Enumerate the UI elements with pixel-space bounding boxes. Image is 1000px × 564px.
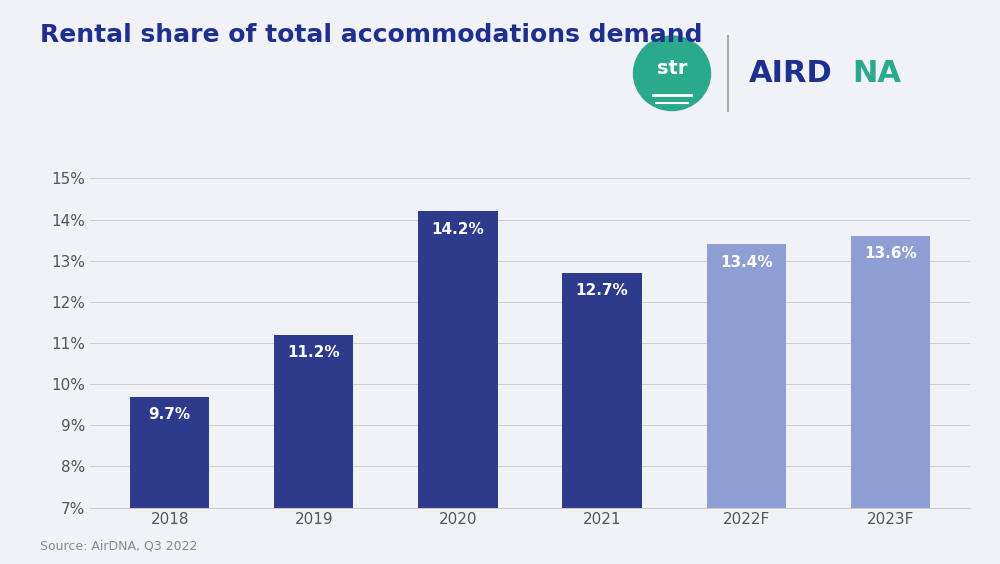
Bar [562, 273, 642, 508]
Text: Source: AirDNA, Q3 2022: Source: AirDNA, Q3 2022 [40, 540, 197, 553]
Text: 9.7%: 9.7% [149, 407, 191, 422]
Text: 13.6%: 13.6% [864, 246, 917, 261]
Text: Rental share of total accommodations demand: Rental share of total accommodations dem… [40, 23, 702, 47]
Text: 12.7%: 12.7% [576, 283, 628, 298]
Circle shape [634, 36, 710, 111]
Bar [851, 236, 930, 508]
Bar [130, 396, 209, 508]
Text: 11.2%: 11.2% [287, 345, 340, 360]
Text: str: str [657, 59, 687, 78]
Text: 14.2%: 14.2% [432, 222, 484, 237]
Text: NA: NA [852, 59, 901, 88]
Text: 13.4%: 13.4% [720, 254, 773, 270]
Bar [707, 244, 786, 508]
Text: AIRD: AIRD [749, 59, 833, 88]
Bar [274, 335, 353, 508]
Bar [418, 212, 498, 508]
